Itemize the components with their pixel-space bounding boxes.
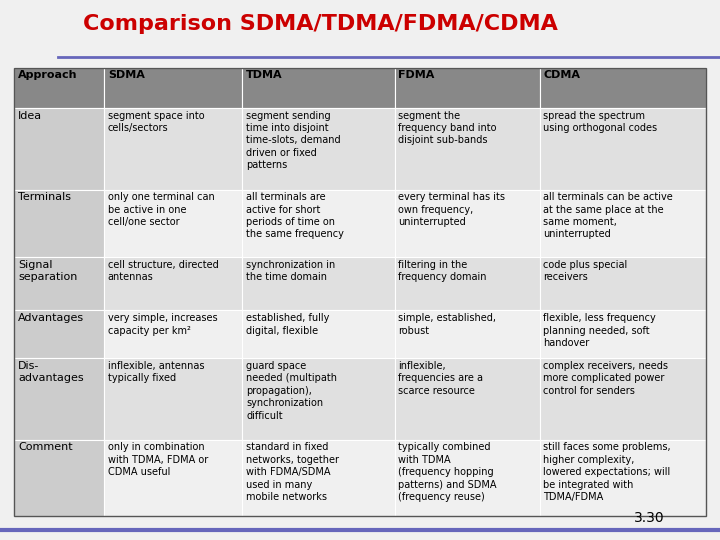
Bar	[243, 440, 395, 516]
Text: guard space
needed (multipath
propagation),
synchronization
difficult: guard space needed (multipath propagatio…	[246, 361, 337, 421]
Text: flexible, less frequency
planning needed, soft
handover: flexible, less frequency planning needed…	[544, 313, 656, 348]
Bar	[395, 310, 540, 358]
Text: Signal
separation: Signal separation	[18, 260, 77, 282]
Text: Comparison SDMA/TDMA/FDMA/CDMA: Comparison SDMA/TDMA/FDMA/CDMA	[83, 14, 558, 35]
Text: all terminals can be active
at the same place at the
same moment,
uninterrupted: all terminals can be active at the same …	[544, 192, 673, 239]
Bar	[540, 190, 706, 257]
Text: complex receivers, needs
more complicated power
control for senders: complex receivers, needs more complicate…	[544, 361, 668, 396]
Text: still faces some problems,
higher complexity,
lowered expectations; will
be inte: still faces some problems, higher comple…	[544, 442, 671, 502]
Text: simple, established,
robust: simple, established, robust	[398, 313, 496, 335]
Bar	[395, 358, 540, 440]
Bar	[395, 108, 540, 190]
Bar	[104, 310, 243, 358]
Text: very simple, increases
capacity per km²: very simple, increases capacity per km²	[108, 313, 217, 335]
Text: inflexible, antennas
typically fixed: inflexible, antennas typically fixed	[108, 361, 204, 383]
Bar	[540, 68, 706, 108]
Bar	[104, 257, 243, 310]
Bar	[14, 68, 706, 516]
Text: code plus special
receivers: code plus special receivers	[544, 260, 628, 282]
Text: FDMA: FDMA	[398, 70, 435, 80]
Bar	[540, 257, 706, 310]
Bar	[395, 190, 540, 257]
Text: Dis-
advantages: Dis- advantages	[18, 361, 84, 383]
Text: all terminals are
active for short
periods of time on
the same frequency: all terminals are active for short perio…	[246, 192, 344, 239]
Bar	[540, 440, 706, 516]
Bar	[540, 108, 706, 190]
Text: Terminals: Terminals	[18, 192, 71, 202]
Text: Advantages: Advantages	[18, 313, 84, 323]
Text: only one terminal can
be active in one
cell/one sector: only one terminal can be active in one c…	[108, 192, 215, 227]
Text: segment sending
time into disjoint
time-slots, demand
driven or fixed
patterns: segment sending time into disjoint time-…	[246, 111, 341, 170]
Bar	[104, 440, 243, 516]
Bar	[104, 68, 243, 108]
Bar	[243, 190, 395, 257]
Text: spread the spectrum
using orthogonal codes: spread the spectrum using orthogonal cod…	[544, 111, 657, 133]
Text: SDMA: SDMA	[108, 70, 145, 80]
Bar	[243, 310, 395, 358]
Bar	[243, 257, 395, 310]
Bar	[243, 108, 395, 190]
Bar	[14, 68, 104, 108]
Text: inflexible,
frequencies are a
scarce resource: inflexible, frequencies are a scarce res…	[398, 361, 483, 396]
Bar	[14, 358, 104, 440]
Text: Approach: Approach	[18, 70, 78, 80]
Bar	[104, 190, 243, 257]
Bar	[14, 257, 104, 310]
Text: established, fully
digital, flexible: established, fully digital, flexible	[246, 313, 330, 335]
Text: every terminal has its
own frequency,
uninterrupted: every terminal has its own frequency, un…	[398, 192, 505, 227]
Bar	[243, 358, 395, 440]
Bar	[243, 68, 395, 108]
Text: CDMA: CDMA	[544, 70, 580, 80]
Bar	[14, 310, 104, 358]
Bar	[395, 257, 540, 310]
Bar	[14, 190, 104, 257]
Bar	[540, 310, 706, 358]
Text: TDMA: TDMA	[246, 70, 283, 80]
Bar	[104, 108, 243, 190]
Text: Comment: Comment	[18, 442, 73, 453]
Text: only in combination
with TDMA, FDMA or
CDMA useful: only in combination with TDMA, FDMA or C…	[108, 442, 208, 477]
Bar	[14, 108, 104, 190]
Bar	[395, 440, 540, 516]
Text: filtering in the
frequency domain: filtering in the frequency domain	[398, 260, 487, 282]
Bar	[395, 68, 540, 108]
Text: cell structure, directed
antennas: cell structure, directed antennas	[108, 260, 219, 282]
Bar	[104, 358, 243, 440]
Text: Idea: Idea	[18, 111, 42, 120]
Text: 3.30: 3.30	[634, 511, 665, 525]
Bar	[540, 358, 706, 440]
Text: typically combined
with TDMA
(frequency hopping
patterns) and SDMA
(frequency re: typically combined with TDMA (frequency …	[398, 442, 497, 502]
Bar	[14, 440, 104, 516]
Text: synchronization in
the time domain: synchronization in the time domain	[246, 260, 336, 282]
Text: standard in fixed
networks, together
with FDMA/SDMA
used in many
mobile networks: standard in fixed networks, together wit…	[246, 442, 339, 502]
Text: segment the
frequency band into
disjoint sub-bands: segment the frequency band into disjoint…	[398, 111, 497, 145]
Text: segment space into
cells/sectors: segment space into cells/sectors	[108, 111, 204, 133]
